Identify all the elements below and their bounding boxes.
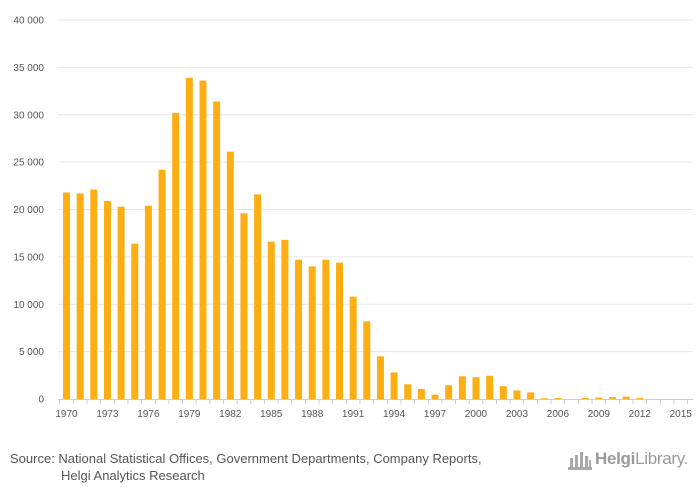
bar-1975 [131,243,139,399]
bar-2002 [499,386,507,399]
source-line-1: Source: National Statistical Offices, Go… [10,451,482,466]
bar-1985 [267,241,275,399]
bar-1982 [226,151,234,399]
bar-1990 [336,262,343,399]
y-tick-label: 10 000 [13,300,44,311]
bar-1987 [295,259,303,399]
bar-1986 [281,239,289,399]
bar-1993 [376,356,384,399]
bar-1981 [213,101,221,400]
logo-wordmark: HelgiLibrary. [595,449,688,469]
bar-2011 [622,396,630,399]
bar-1984 [254,194,262,399]
x-tick-label: 2012 [629,409,652,420]
logo-brand-regular: Library. [635,449,689,468]
x-tick-label: 1976 [137,409,160,420]
helgi-library-logo: HelgiLibrary. [567,449,691,471]
y-tick-label: 30 000 [13,110,44,121]
bar-1973 [103,200,111,399]
bar-1991 [349,296,357,399]
x-tick-label: 2003 [506,409,529,420]
logo-brand-bold: Helgi [595,449,636,468]
x-tick-label: 1973 [96,409,119,420]
bar-1992 [363,321,371,399]
source-line-2: Helgi Analytics Research [61,468,205,483]
grid-lines [58,19,693,353]
bar-1999 [458,376,466,399]
bar-1972 [90,189,98,399]
x-tick-label: 2015 [670,409,693,420]
x-tick-label: 1979 [178,409,201,420]
x-tick-label: 2000 [465,409,488,420]
bar-1994 [390,372,398,399]
x-tick-label: 2006 [547,409,570,420]
bar-1997 [431,394,439,399]
bar-1995 [404,384,412,399]
library-building-icon [568,452,592,470]
bar-1980 [199,80,207,399]
bar-1978 [172,112,180,399]
y-tick-label: 5 000 [19,347,44,358]
bar-1988 [308,266,316,399]
bar-1977 [158,169,166,399]
x-tick-label: 1970 [55,409,78,420]
y-tick-label: 0 [38,395,44,406]
y-tick-label: 40 000 [13,16,44,27]
x-tick-label: 2009 [588,409,611,420]
bar-1983 [240,213,248,399]
bar-2005 [540,398,548,399]
source-note: Source: National Statistical Offices, Go… [10,450,550,484]
bar-1989 [322,259,330,399]
bar-chart: 0 5 000 10 000 15 000 20 000 25 000 30 000 35 0… [13,16,693,420]
x-tick-label: 1997 [424,409,447,420]
bar-1970 [63,192,70,399]
bar-2003 [513,390,521,399]
y-tick-label: 20 000 [13,205,44,216]
x-tick-label: 1985 [260,409,283,420]
bar-2006 [554,398,562,399]
bar-2010 [609,397,616,399]
bar-1974 [117,206,125,399]
bar-2004 [527,392,535,399]
bar-2001 [486,375,494,399]
y-tick-label: 25 000 [13,158,44,169]
bar-2008 [581,397,589,399]
bar-2012 [636,397,644,399]
bar-1998 [445,385,453,399]
x-axis [58,399,693,404]
x-tick-label: 1994 [383,409,406,420]
y-tick-label: 15 000 [13,252,44,263]
x-axis-labels: 1970 1973 1976 1979 1982 1985 1988 1991 1994 1997… [55,409,692,420]
y-axis-labels: 0 5 000 10 000 15 000 20 000 25 000 30 000 35 0… [13,16,44,406]
bar-1971 [76,193,84,399]
bar-2000 [472,377,480,399]
bar-2009 [595,397,603,399]
x-tick-label: 1991 [342,409,365,420]
x-tick-label: 1982 [219,409,242,420]
bar-series [63,77,644,400]
x-tick-label: 1988 [301,409,324,420]
bar-1976 [144,205,152,399]
bar-1979 [185,77,193,400]
bar-1996 [417,389,425,399]
y-tick-label: 35 000 [13,63,44,74]
